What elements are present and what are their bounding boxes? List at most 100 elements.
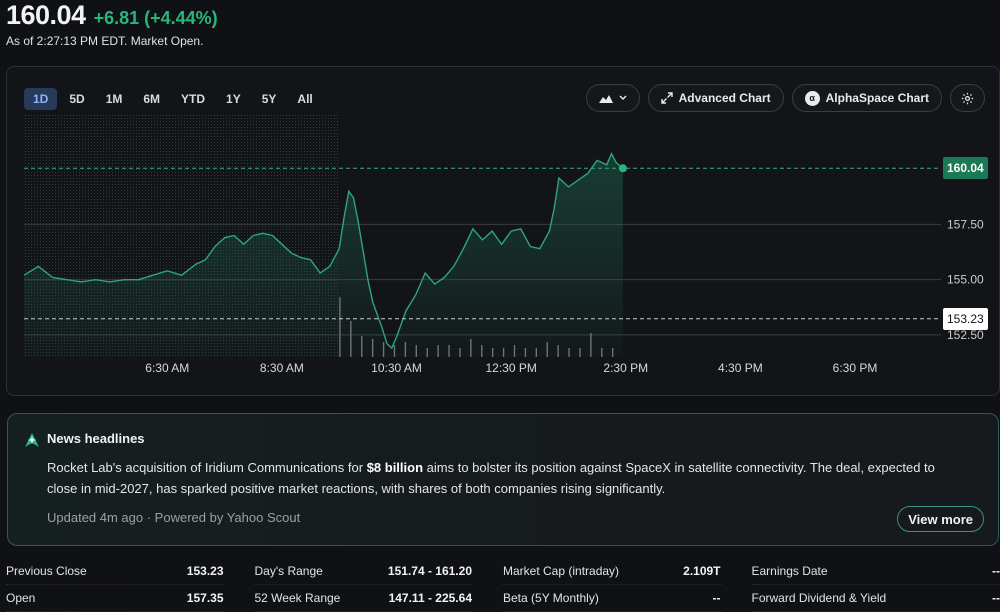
stat-label: Day's Range (255, 564, 323, 578)
news-summary: Rocket Lab's acquisition of Iridium Comm… (47, 457, 967, 499)
stat-label: Beta (5Y Monthly) (503, 591, 599, 605)
current-price: 160.04 (6, 0, 86, 31)
volume-bar (416, 345, 417, 357)
volume-bar (492, 348, 493, 357)
stat-label: 52 Week Range (255, 591, 341, 605)
expand-icon (661, 92, 673, 104)
mountain-chart-icon (599, 93, 613, 103)
x-tick-label: 4:30 PM (718, 361, 763, 375)
volume-bar (427, 348, 428, 357)
stat-label: Open (6, 591, 35, 605)
stat-row: Beta (5Y Monthly) -- (503, 585, 721, 612)
stats-column: Market Cap (intraday) 2.109T Beta (5Y Mont… (503, 558, 752, 612)
volume-bar (514, 345, 515, 357)
quote-header: 160.04 +6.81 (+4.44%) (6, 0, 218, 30)
volume-bar (590, 333, 591, 357)
y-tick-label: 152.50 (947, 328, 984, 342)
stat-value: 2.109T (683, 564, 720, 578)
stat-row: Forward Dividend & Yield -- (752, 585, 1000, 612)
y-tick-label: 157.50 (947, 217, 984, 231)
volume-bar (405, 342, 406, 357)
view-more-button[interactable]: View more (897, 506, 984, 532)
x-tick-label: 6:30 AM (145, 361, 189, 375)
volume-bar (339, 297, 340, 357)
volume-bar (601, 348, 602, 357)
key-statistics: Previous Close 153.23 Open 157.35 Day's Rang… (6, 558, 1000, 612)
volume-bar (536, 348, 537, 357)
y-tick-label: 155.00 (947, 273, 984, 287)
alphaspace-chart-button[interactable]: α AlphaSpace Chart (792, 84, 942, 112)
chart-panel: 157.50 155.00 152.50 6:30 AM 8:30 AM 10:30 AM… (6, 66, 1000, 396)
advanced-chart-button[interactable]: Advanced Chart (648, 84, 784, 112)
stat-row: Earnings Date -- (752, 558, 1000, 585)
x-tick-label: 10:30 AM (371, 361, 422, 375)
volume-bar (361, 336, 362, 357)
chevron-down-icon (619, 95, 627, 101)
x-tick-label: 2:30 PM (603, 361, 648, 375)
stats-column: Earnings Date -- Forward Dividend & Yield -… (752, 558, 1000, 612)
volume-bar (579, 348, 580, 357)
advanced-chart-label: Advanced Chart (679, 91, 771, 105)
stat-row: Previous Close 153.23 (6, 558, 224, 585)
volume-bar (612, 348, 613, 357)
stat-value: 157.35 (187, 591, 224, 605)
volume-bar (503, 348, 504, 357)
stat-label: Forward Dividend & Yield (752, 591, 887, 605)
x-tick-label: 8:30 AM (260, 361, 304, 375)
stat-label: Market Cap (intraday) (503, 564, 619, 578)
range-1m[interactable]: 1M (97, 88, 132, 110)
stat-value: -- (992, 564, 1000, 578)
stats-column: Day's Range 151.74 - 161.20 52 Week Range 1… (255, 558, 504, 612)
deal-amount: $8 billion (367, 460, 423, 475)
alphaspace-logo-icon: α (805, 91, 820, 106)
range-5y[interactable]: 5Y (253, 88, 286, 110)
volume-bar (383, 342, 384, 357)
volume-bar (350, 321, 351, 357)
stat-row: Day's Range 151.74 - 161.20 (255, 558, 473, 585)
last-price-dot (619, 164, 627, 172)
price-change: +6.81 (+4.44%) (94, 8, 218, 29)
stat-value: 151.74 - 161.20 (388, 564, 472, 578)
stat-value: -- (992, 591, 1000, 605)
quote-timestamp: As of 2:27:13 PM EDT. Market Open. (6, 34, 203, 48)
chart-tools: Advanced Chart α AlphaSpace Chart (586, 84, 985, 112)
chart-type-dropdown[interactable] (586, 84, 640, 112)
stat-value: -- (713, 591, 721, 605)
range-ytd[interactable]: YTD (172, 88, 214, 110)
x-tick-label: 12:30 PM (485, 361, 536, 375)
stat-row: 52 Week Range 147.11 - 225.64 (255, 585, 473, 612)
stat-row: Market Cap (intraday) 2.109T (503, 558, 721, 585)
news-title: News headlines (47, 431, 145, 446)
stat-value: 147.11 - 225.64 (389, 591, 472, 605)
volume-bar (459, 348, 460, 357)
volume-bar (448, 345, 449, 357)
stats-column: Previous Close 153.23 Open 157.35 (6, 558, 255, 612)
range-1d[interactable]: 1D (24, 88, 57, 110)
x-tick-label: 6:30 PM (833, 361, 878, 375)
range-5d[interactable]: 5D (60, 88, 93, 110)
range-6m[interactable]: 6M (134, 88, 169, 110)
volume-bar (372, 339, 373, 357)
gear-icon (961, 92, 974, 105)
news-headlines-card: News headlines Rocket Lab's acquisition … (7, 413, 999, 546)
volume-bar (394, 345, 395, 357)
sparkle-logo-icon (24, 432, 40, 448)
volume-bar (547, 342, 548, 357)
volume-bar (557, 345, 558, 357)
range-1y[interactable]: 1Y (217, 88, 250, 110)
volume-bar (470, 339, 471, 357)
stat-value: 153.23 (187, 564, 224, 578)
price-chart[interactable]: 157.50 155.00 152.50 6:30 AM 8:30 AM 10:30 AM… (7, 67, 1000, 396)
volume-bar (437, 345, 438, 357)
alphaspace-chart-label: AlphaSpace Chart (826, 91, 929, 105)
chart-settings-button[interactable] (950, 84, 985, 112)
stat-label: Earnings Date (752, 564, 828, 578)
last-price-badge: 160.04 (943, 157, 988, 179)
volume-bar (481, 345, 482, 357)
stat-row: Open 157.35 (6, 585, 224, 612)
previous-close-badge: 153.23 (943, 308, 988, 330)
volume-bar (525, 348, 526, 357)
stat-label: Previous Close (6, 564, 87, 578)
range-all[interactable]: All (288, 88, 321, 110)
